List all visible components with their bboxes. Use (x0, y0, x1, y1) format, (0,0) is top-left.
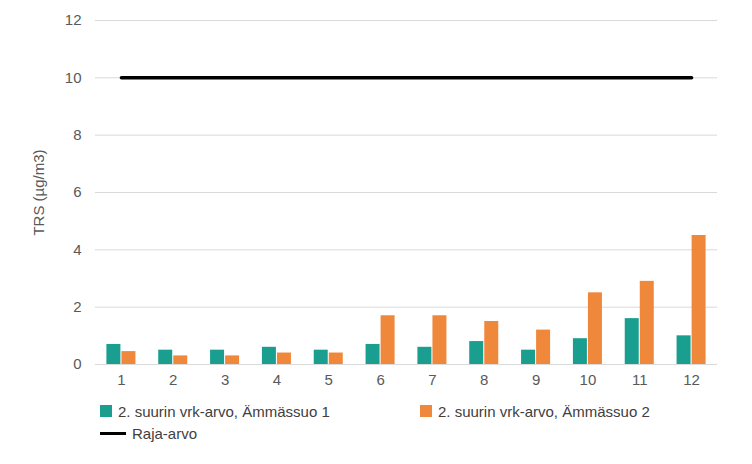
svg-text:5: 5 (325, 371, 333, 388)
svg-text:6: 6 (73, 183, 81, 200)
html-text:2. suurin vrk-arvo, Ämmässuo 1: 2. suurin vrk-arvo, Ämmässuo 1 (118, 402, 330, 420)
svg-text:4: 4 (273, 371, 281, 388)
svg-text:12: 12 (683, 371, 700, 388)
svg-text:10: 10 (65, 69, 82, 86)
svg-text:2: 2 (169, 371, 177, 388)
svg-text:10: 10 (580, 371, 597, 388)
svg-text:6: 6 (376, 371, 384, 388)
svg-text:1: 1 (117, 371, 125, 388)
html-text:2. suurin vrk-arvo, Ämmässuo 2: 2. suurin vrk-arvo, Ämmässuo 2 (438, 402, 650, 420)
svg-text:9: 9 (532, 371, 540, 388)
svg-text:2: 2 (73, 298, 81, 315)
svg-text:12: 12 (65, 11, 82, 28)
svg-text:3: 3 (221, 371, 229, 388)
svg-text:TRS (µg/m3): TRS (µg/m3) (30, 149, 47, 235)
svg-text:8: 8 (480, 371, 488, 388)
svg-text:0: 0 (73, 355, 81, 372)
svg-text:8: 8 (73, 126, 81, 143)
html-text:Raja-arvo: Raja-arvo (132, 424, 197, 442)
svg-text:11: 11 (632, 371, 648, 388)
svg-text:4: 4 (73, 241, 81, 258)
svg-text:7: 7 (428, 371, 436, 388)
